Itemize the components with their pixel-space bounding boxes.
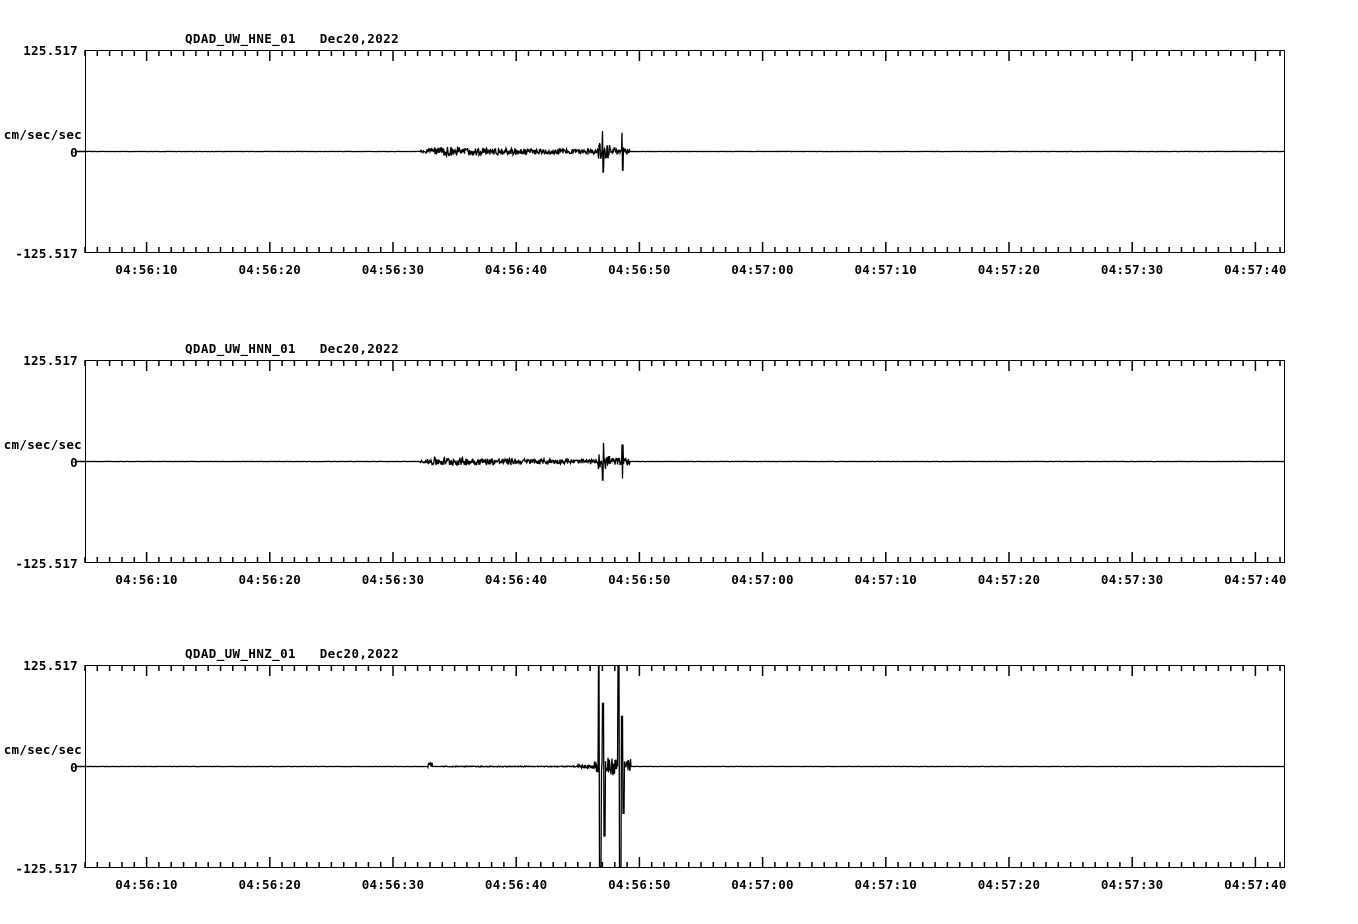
x-axis-tick-label: 04:56:20 <box>238 262 302 277</box>
x-axis-tick-label: 04:57:20 <box>977 572 1041 587</box>
x-axis-tick-label: 04:56:50 <box>608 877 671 892</box>
x-axis-tick-label: 04:57:10 <box>854 572 918 587</box>
x-axis-tick-label: 04:57:00 <box>731 262 794 277</box>
panel-title: QDAD_UW_HNE_01 Dec20,2022 <box>185 31 399 46</box>
y-axis-units-label: cm/sec/sec <box>3 126 82 142</box>
y-axis-max-label: 125.517 <box>23 658 78 673</box>
x-axis-tick-label: 04:56:30 <box>361 262 425 277</box>
x-axis-tick-label: 04:56:30 <box>361 572 425 587</box>
waveform-trace <box>84 442 1285 481</box>
x-axis-tick-label: 04:56:40 <box>484 572 548 587</box>
x-axis-tick-label: 04:56:30 <box>361 877 425 892</box>
y-axis-min-label: -125.517 <box>15 861 78 876</box>
x-axis-tick-label: 04:56:20 <box>238 877 302 892</box>
x-axis-tick-label: 04:57:00 <box>731 572 794 587</box>
x-axis-tick-label: 04:57:30 <box>1100 877 1164 892</box>
x-axis-tick-label: 04:56:50 <box>608 572 671 587</box>
x-axis-tick-label: 04:56:40 <box>484 262 548 277</box>
x-axis-tick-label: 04:56:20 <box>238 572 302 587</box>
y-axis-zero-label: 0 <box>70 454 78 470</box>
y-axis-units-label: cm/sec/sec <box>3 436 82 452</box>
x-axis-tick-label: 04:57:40 <box>1224 262 1287 277</box>
x-axis-tick-label: 04:57:30 <box>1100 262 1164 277</box>
x-axis-tick-label: 04:56:10 <box>115 877 178 892</box>
panel-title: QDAD_UW_HNN_01 Dec20,2022 <box>185 341 399 356</box>
x-axis-tick-label: 04:56:10 <box>115 262 178 277</box>
x-axis-tick-label: 04:57:30 <box>1100 572 1164 587</box>
x-axis-tick-label: 04:57:40 <box>1224 877 1287 892</box>
x-axis-tick-label: 04:56:10 <box>115 572 178 587</box>
x-axis-tick-label: 04:57:20 <box>977 877 1041 892</box>
y-axis-units-label: cm/sec/sec <box>3 741 82 757</box>
x-axis-tick-label: 04:56:50 <box>608 262 671 277</box>
waveform-trace <box>84 130 1286 173</box>
y-axis-min-label: -125.517 <box>15 246 78 261</box>
y-axis-zero-label: 0 <box>70 759 78 775</box>
y-axis-max-label: 125.517 <box>23 353 78 368</box>
panel-title: QDAD_UW_HNZ_01 Dec20,2022 <box>185 646 399 661</box>
y-axis-min-label: -125.517 <box>15 556 78 571</box>
x-axis-tick-label: 04:57:00 <box>731 877 794 892</box>
x-axis-tick-label: 04:57:10 <box>854 877 918 892</box>
y-axis-max-label: 125.517 <box>23 43 78 58</box>
x-axis-tick-label: 04:57:40 <box>1224 572 1287 587</box>
x-axis-tick-label: 04:57:20 <box>977 262 1041 277</box>
x-axis-tick-label: 04:56:40 <box>484 877 548 892</box>
y-axis-zero-label: 0 <box>70 144 78 160</box>
waveform-trace <box>84 665 1286 868</box>
x-axis-tick-label: 04:57:10 <box>854 262 918 277</box>
